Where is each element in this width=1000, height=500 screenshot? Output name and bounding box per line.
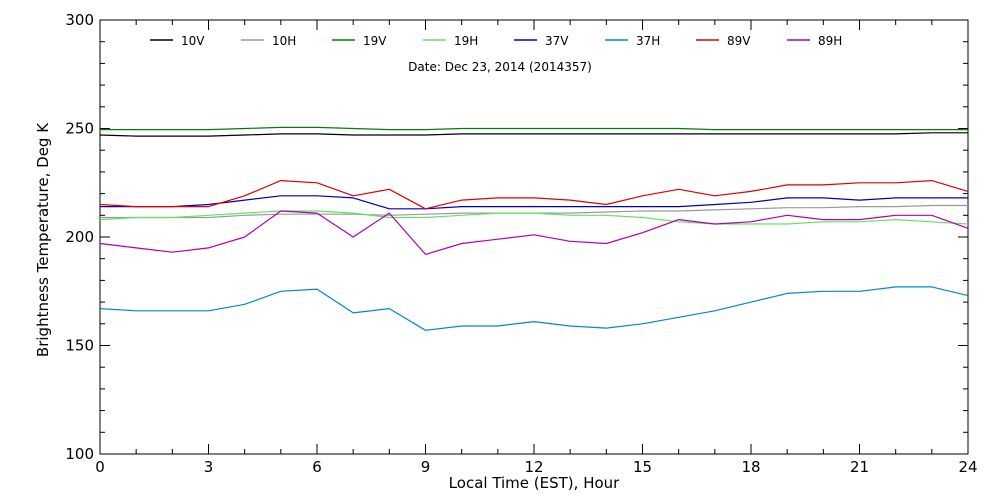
series-line-37h bbox=[99, 286, 969, 331]
series-lines bbox=[99, 126, 969, 331]
legend-label-19h: 19H bbox=[454, 34, 478, 48]
y-axis-title: Brightness Temperature, Deg K bbox=[34, 122, 52, 357]
x-tick-label: 24 bbox=[958, 458, 977, 476]
x-axis-title: Local Time (EST), Hour bbox=[449, 474, 620, 492]
series-line-10v bbox=[99, 132, 968, 137]
x-tick-label: 0 bbox=[95, 458, 105, 476]
plot-frame bbox=[99, 19, 969, 455]
legend-label-19v: 19V bbox=[363, 34, 387, 48]
legend-label-89v: 89V bbox=[727, 34, 751, 48]
legend: 10V 10H 19V 19H 37V 37H 89V 89H bbox=[150, 34, 842, 48]
legend-label-10v: 10V bbox=[181, 34, 205, 48]
y-tick-label: 100 bbox=[65, 445, 94, 463]
series-line-10h bbox=[100, 204, 968, 219]
y-tick-label: 150 bbox=[65, 337, 94, 355]
series-line-89h bbox=[99, 210, 969, 255]
x-tick-label: 12 bbox=[524, 458, 543, 476]
y-tick-label: 250 bbox=[65, 120, 94, 138]
date-annotation: Date: Dec 23, 2014 (2014357) bbox=[408, 60, 592, 74]
axis-ticks: 0 3 6 9 12 15 18 21 24 100 150 200 250 300 bbox=[65, 11, 977, 476]
x-tick-label: 6 bbox=[312, 458, 322, 476]
series-line-89v bbox=[99, 180, 969, 210]
x-tick-label: 15 bbox=[633, 458, 652, 476]
legend-label-89h: 89H bbox=[818, 34, 842, 48]
x-tick-label: 9 bbox=[421, 458, 431, 476]
y-tick-label: 200 bbox=[65, 228, 94, 246]
x-tick-label: 21 bbox=[850, 458, 869, 476]
series-line-19h bbox=[99, 210, 969, 225]
series-line-19v bbox=[100, 126, 968, 131]
legend-label-37v: 37V bbox=[545, 34, 569, 48]
series-line-37v bbox=[100, 195, 968, 210]
y-tick-label: 300 bbox=[65, 11, 94, 29]
x-tick-label: 18 bbox=[741, 458, 760, 476]
x-tick-label: 3 bbox=[204, 458, 214, 476]
legend-label-10h: 10H bbox=[272, 34, 296, 48]
legend-label-37h: 37H bbox=[636, 34, 660, 48]
